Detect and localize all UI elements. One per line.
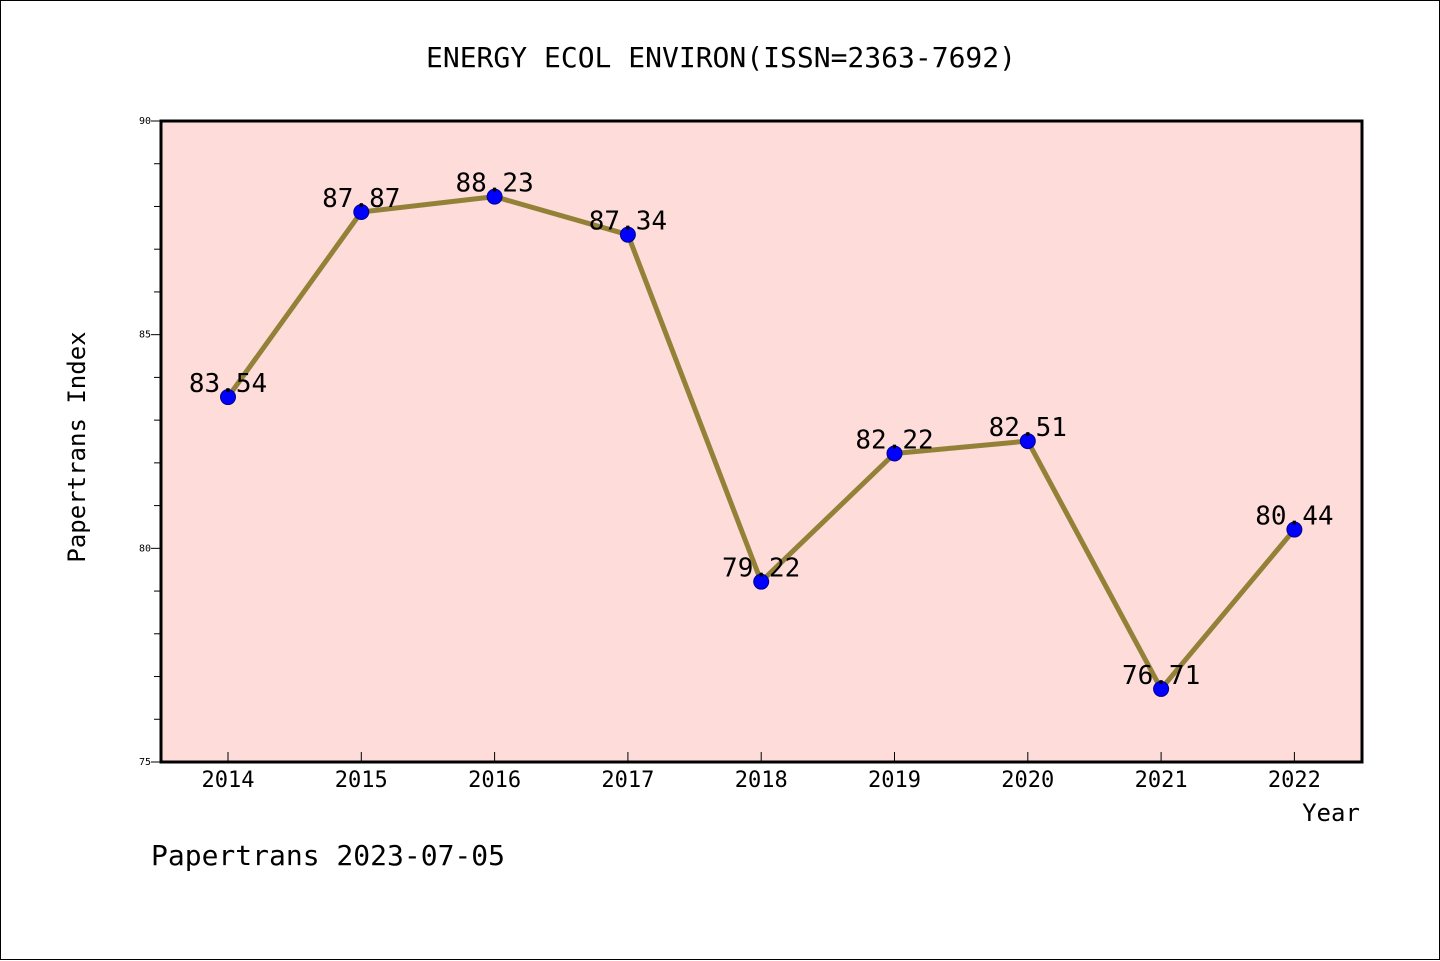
- data-label: 82.22: [855, 425, 933, 455]
- x-tick-label: 2020: [1001, 768, 1054, 793]
- data-label: 76.71: [1122, 661, 1200, 691]
- data-label: 88.23: [455, 169, 533, 199]
- data-point: [1019, 433, 1036, 450]
- y-axis-ticks: 75 80 85 90: [139, 116, 161, 768]
- series-layer: 83.54 87.87 88.23 87.34 79.22 82.22 82.51 76.71…: [189, 169, 1334, 697]
- x-tick-label: 2017: [601, 768, 654, 793]
- footer-text: Papertrans 2023-07-05: [151, 839, 505, 872]
- x-tick-label: 2015: [335, 768, 388, 793]
- y-tick-label: 90: [139, 116, 151, 127]
- data-point: [1286, 521, 1303, 538]
- x-tick-label: 2019: [868, 768, 921, 793]
- data-point: [353, 204, 370, 221]
- x-tick-label: 2018: [735, 768, 788, 793]
- y-tick-label: 80: [139, 543, 151, 554]
- data-label: 87.34: [589, 207, 667, 237]
- x-tick-label: 2014: [202, 768, 255, 793]
- chart-title: ENERGY ECOL ENVIRON(ISSN=2363-7692): [426, 41, 1016, 74]
- y-axis-title: Papertrans Index: [63, 331, 91, 562]
- data-label: 82.51: [989, 413, 1067, 443]
- data-label: 87.87: [322, 184, 400, 214]
- data-point: [486, 188, 503, 205]
- x-axis-ticks: 2014 2015 2016 2017 2018 2019 2020 2021 2022: [202, 752, 1321, 793]
- x-tick-label: 2016: [468, 768, 521, 793]
- data-point: [220, 389, 236, 406]
- x-tick-label: 2021: [1135, 768, 1188, 793]
- x-axis-title: Year: [1302, 799, 1360, 827]
- data-point: [886, 445, 903, 462]
- y-tick-label: 85: [139, 330, 151, 341]
- data-label: 80.44: [1255, 502, 1333, 532]
- x-tick-label: 2022: [1268, 768, 1321, 793]
- plot-frame: [159, 119, 1364, 764]
- data-label: 83.54: [189, 369, 267, 399]
- data-point: [1153, 680, 1170, 697]
- data-label: 79.22: [722, 554, 800, 584]
- data-point: [753, 573, 770, 590]
- y-tick-label: 75: [139, 757, 151, 768]
- plot-area: [161, 121, 1362, 762]
- data-point: [619, 226, 636, 243]
